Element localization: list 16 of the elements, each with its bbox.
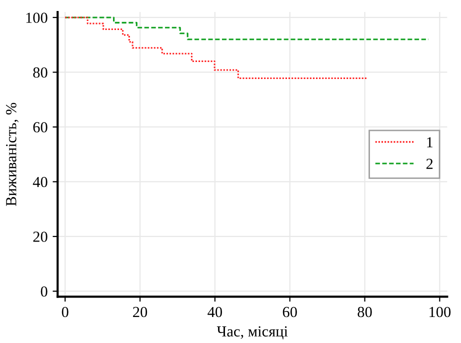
y-tick-label: 100 bbox=[26, 12, 48, 23]
x-tick-label: 60 bbox=[282, 306, 297, 318]
y-axis-title: Виживаність, % bbox=[6, 102, 19, 206]
y-tick-label: 20 bbox=[33, 232, 48, 242]
y-tick-label: 40 bbox=[32, 176, 48, 188]
legend-label: 1 bbox=[427, 137, 433, 148]
y-tick-label: 60 bbox=[33, 122, 48, 132]
x-tick-label: 40 bbox=[208, 306, 222, 318]
legend-label: 2 bbox=[426, 158, 433, 169]
x-tick-label: 80 bbox=[358, 306, 372, 318]
x-tick-label: 20 bbox=[133, 306, 148, 318]
x-axis-title: Час, місяці bbox=[216, 326, 288, 340]
x-tick-label: 100 bbox=[430, 306, 451, 318]
y-tick-label: 0 bbox=[40, 286, 48, 297]
x-tick-label: 0 bbox=[62, 306, 68, 318]
y-tick-label: 80 bbox=[33, 67, 48, 78]
